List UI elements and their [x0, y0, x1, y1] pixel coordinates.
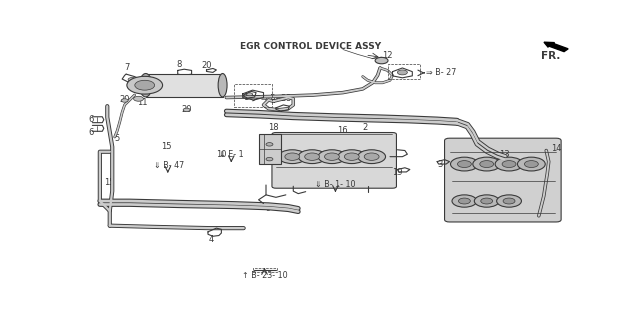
Text: ⇓ B- 1- 10: ⇓ B- 1- 10	[315, 180, 356, 189]
Text: ⇒ B- 23: ⇒ B- 23	[261, 93, 291, 102]
FancyBboxPatch shape	[445, 138, 561, 222]
Text: 15: 15	[161, 142, 172, 151]
FancyArrow shape	[544, 42, 568, 52]
Text: 1: 1	[244, 93, 249, 102]
Circle shape	[183, 108, 190, 112]
Text: 17: 17	[273, 108, 284, 117]
Circle shape	[305, 153, 319, 160]
Circle shape	[278, 150, 306, 164]
Circle shape	[524, 161, 538, 167]
Text: 20: 20	[201, 61, 212, 70]
Circle shape	[397, 70, 408, 75]
Text: 10: 10	[216, 150, 227, 159]
Ellipse shape	[140, 74, 152, 97]
Text: 2: 2	[363, 123, 368, 132]
Circle shape	[452, 195, 477, 207]
Text: 8: 8	[177, 60, 182, 69]
Circle shape	[285, 153, 300, 160]
Circle shape	[318, 150, 346, 164]
Text: 18: 18	[268, 123, 279, 132]
Circle shape	[358, 150, 385, 164]
Text: 12: 12	[382, 51, 393, 60]
Circle shape	[503, 198, 515, 204]
Text: 6: 6	[88, 128, 93, 137]
Text: 4: 4	[209, 235, 214, 244]
Circle shape	[121, 99, 128, 102]
Circle shape	[266, 157, 273, 161]
Text: ⇒ B- 27: ⇒ B- 27	[426, 68, 456, 77]
Circle shape	[338, 150, 365, 164]
Circle shape	[298, 150, 326, 164]
Text: 20: 20	[120, 95, 130, 105]
Bar	[234, 84, 273, 108]
Circle shape	[134, 96, 143, 101]
FancyBboxPatch shape	[272, 132, 396, 188]
Text: 11: 11	[137, 98, 147, 107]
Bar	[253, 268, 277, 272]
Circle shape	[324, 153, 339, 160]
Text: 15: 15	[104, 178, 115, 187]
Circle shape	[458, 161, 471, 167]
Text: EGR CONTROL DEVICE ASSY: EGR CONTROL DEVICE ASSY	[240, 42, 381, 51]
Circle shape	[518, 157, 545, 171]
Circle shape	[127, 76, 163, 94]
Circle shape	[473, 157, 500, 171]
Text: ↑ B- 23- 10: ↑ B- 23- 10	[242, 271, 287, 280]
Circle shape	[497, 195, 522, 207]
Circle shape	[128, 77, 136, 82]
Bar	[388, 64, 420, 79]
Text: 7: 7	[124, 63, 130, 72]
Text: ⇓ B- 47: ⇓ B- 47	[154, 161, 184, 170]
Circle shape	[474, 195, 499, 207]
Circle shape	[495, 157, 523, 171]
Circle shape	[375, 57, 388, 64]
Text: ⇓ E- 1: ⇓ E- 1	[219, 150, 244, 159]
Text: 19: 19	[392, 168, 403, 177]
Circle shape	[246, 93, 253, 96]
Circle shape	[502, 161, 516, 167]
Circle shape	[451, 157, 478, 171]
Text: 5: 5	[115, 134, 120, 143]
Text: FR.: FR.	[541, 51, 561, 61]
Circle shape	[135, 80, 155, 90]
Circle shape	[458, 198, 470, 204]
Circle shape	[480, 161, 493, 167]
Text: 14: 14	[551, 144, 561, 153]
Circle shape	[481, 198, 493, 204]
Circle shape	[344, 153, 359, 160]
Text: 9: 9	[266, 204, 271, 213]
Circle shape	[364, 153, 379, 160]
Bar	[259, 134, 281, 164]
Text: 16: 16	[337, 126, 348, 135]
Text: 20: 20	[181, 105, 192, 114]
Ellipse shape	[218, 74, 227, 97]
Text: 3: 3	[437, 160, 442, 169]
Bar	[146, 74, 223, 97]
Text: 6: 6	[88, 115, 93, 124]
Circle shape	[266, 143, 273, 146]
Text: 13: 13	[499, 150, 509, 159]
